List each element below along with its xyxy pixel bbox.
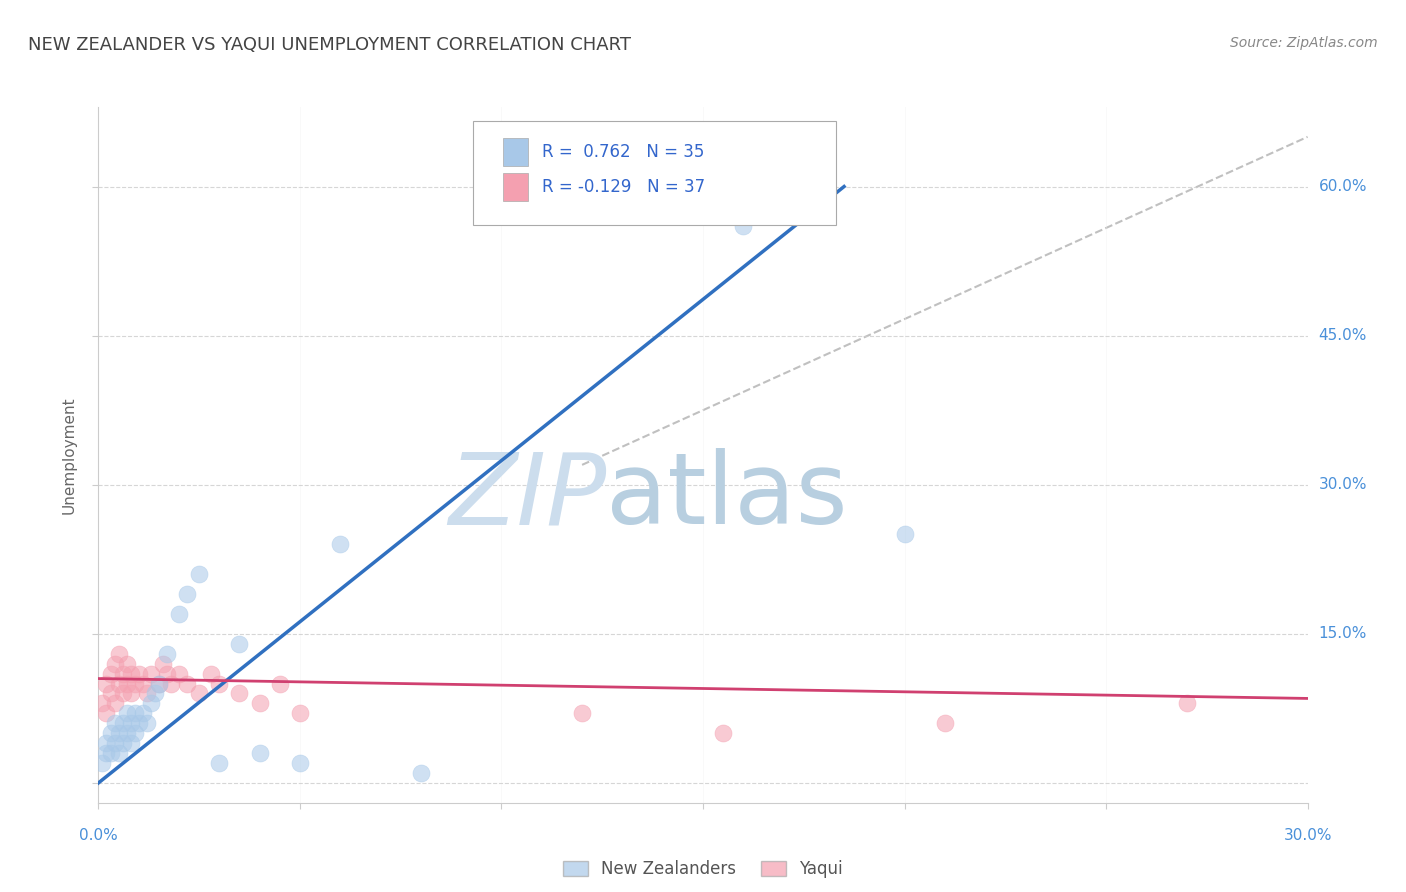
Point	[96, 676, 118, 690]
Y-axis label: Unemployment: Unemployment	[62, 396, 77, 514]
Point	[96, 746, 118, 760]
Text: R =  0.762   N = 35: R = 0.762 N = 35	[543, 144, 704, 161]
Point	[249, 697, 271, 711]
Point	[115, 706, 138, 721]
Text: R = -0.129   N = 37: R = -0.129 N = 37	[543, 178, 706, 196]
Point	[934, 716, 956, 731]
Point	[152, 657, 174, 671]
Point	[120, 736, 142, 750]
Point	[103, 657, 125, 671]
Text: 15.0%: 15.0%	[1319, 626, 1367, 641]
Point	[96, 736, 118, 750]
Point	[107, 746, 129, 760]
Text: Source: ZipAtlas.com: Source: ZipAtlas.com	[1230, 36, 1378, 50]
Point	[200, 666, 222, 681]
Point	[111, 686, 134, 700]
Point	[120, 686, 142, 700]
Point	[100, 666, 122, 681]
Point	[1175, 697, 1198, 711]
Point	[103, 716, 125, 731]
Point	[115, 657, 138, 671]
Point	[132, 676, 155, 690]
Point	[288, 706, 311, 721]
Point	[111, 666, 134, 681]
Point	[100, 686, 122, 700]
Point	[176, 676, 198, 690]
Point	[228, 637, 250, 651]
Point	[160, 676, 183, 690]
Point	[103, 736, 125, 750]
Point	[228, 686, 250, 700]
Point	[124, 706, 146, 721]
Point	[124, 676, 146, 690]
Point	[120, 666, 142, 681]
FancyBboxPatch shape	[474, 121, 837, 226]
Text: 30.0%: 30.0%	[1284, 828, 1331, 843]
Point	[208, 756, 231, 770]
Point	[107, 726, 129, 740]
Point	[128, 716, 150, 731]
Point	[409, 766, 432, 780]
Text: 60.0%: 60.0%	[1319, 179, 1367, 194]
Point	[111, 736, 134, 750]
Point	[176, 587, 198, 601]
Point	[148, 676, 170, 690]
Point	[156, 647, 179, 661]
Point	[156, 666, 179, 681]
Text: ZIP: ZIP	[449, 448, 606, 545]
Text: 0.0%: 0.0%	[79, 828, 118, 843]
Point	[96, 706, 118, 721]
Point	[188, 567, 211, 582]
Point	[124, 726, 146, 740]
Point	[139, 697, 162, 711]
Point	[733, 219, 755, 234]
Text: NEW ZEALANDER VS YAQUI UNEMPLOYMENT CORRELATION CHART: NEW ZEALANDER VS YAQUI UNEMPLOYMENT CORR…	[28, 36, 631, 54]
Point	[893, 527, 915, 541]
Point	[128, 666, 150, 681]
Point	[103, 697, 125, 711]
Point	[208, 676, 231, 690]
Point	[91, 756, 114, 770]
Point	[132, 706, 155, 721]
Point	[167, 666, 190, 681]
Point	[249, 746, 271, 760]
Point	[120, 716, 142, 731]
Point	[288, 756, 311, 770]
Text: 45.0%: 45.0%	[1319, 328, 1367, 343]
Point	[188, 686, 211, 700]
Text: 30.0%: 30.0%	[1319, 477, 1367, 492]
Point	[139, 666, 162, 681]
Point	[135, 686, 157, 700]
Point	[329, 537, 352, 551]
Text: atlas: atlas	[606, 448, 848, 545]
Point	[107, 647, 129, 661]
Point	[571, 706, 593, 721]
Point	[148, 676, 170, 690]
Point	[111, 716, 134, 731]
Point	[100, 726, 122, 740]
Point	[115, 726, 138, 740]
Point	[269, 676, 291, 690]
Point	[100, 746, 122, 760]
Point	[711, 726, 734, 740]
Point	[107, 676, 129, 690]
Point	[135, 716, 157, 731]
Point	[167, 607, 190, 621]
Legend: New Zealanders, Yaqui: New Zealanders, Yaqui	[557, 854, 849, 885]
Point	[115, 676, 138, 690]
Point	[91, 697, 114, 711]
FancyBboxPatch shape	[503, 173, 527, 201]
Point	[143, 686, 166, 700]
FancyBboxPatch shape	[503, 138, 527, 166]
